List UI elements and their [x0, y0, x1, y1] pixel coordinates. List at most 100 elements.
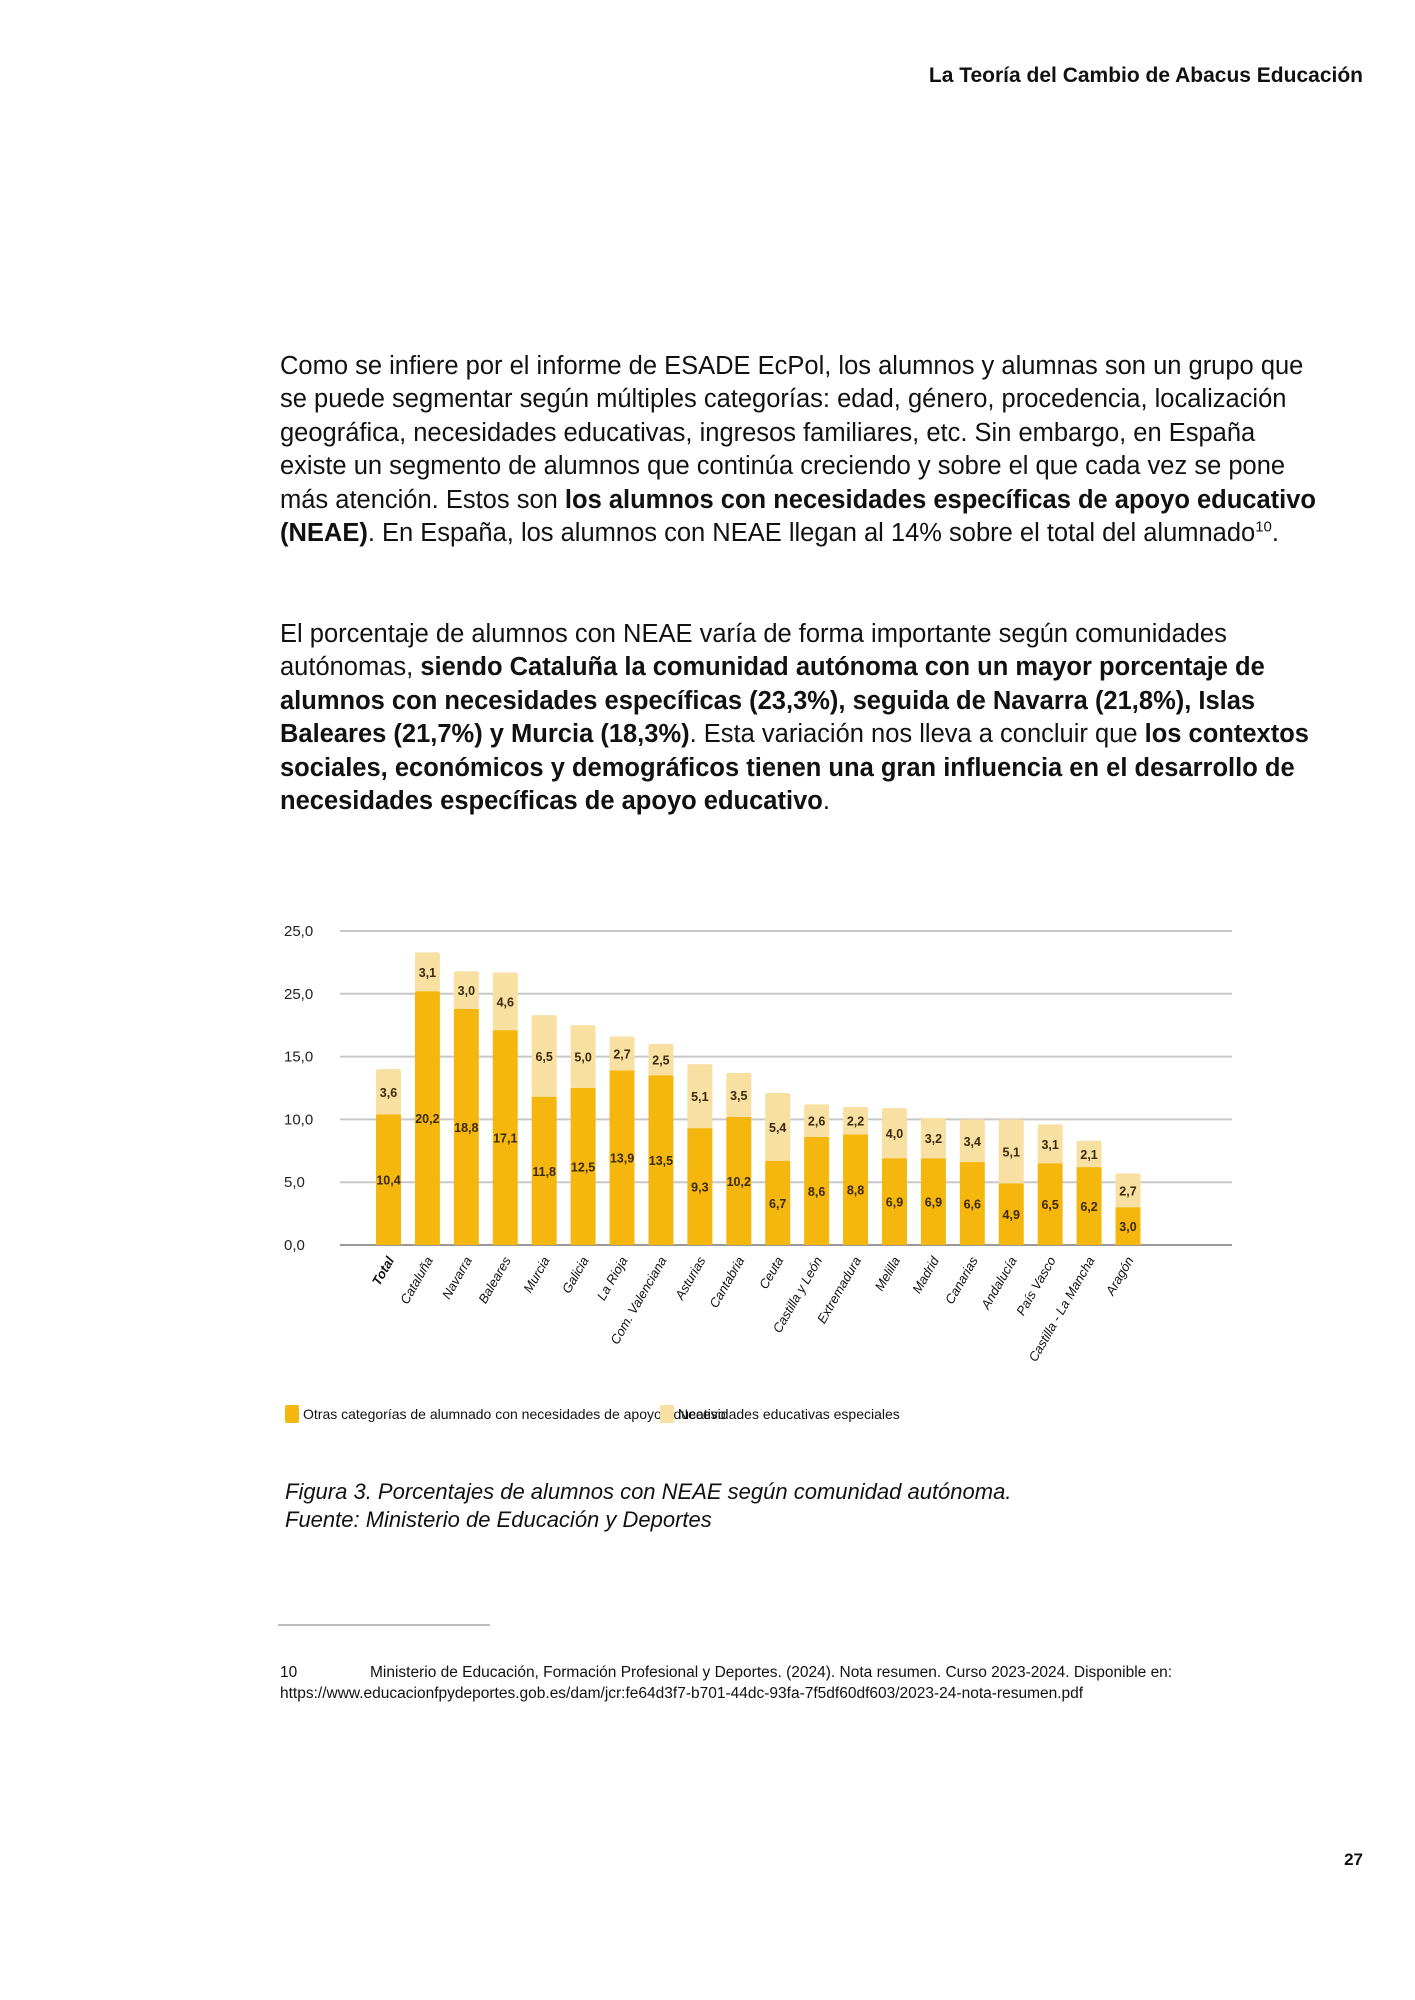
x-tick-label: Navarra [439, 1254, 475, 1302]
data-label-other: 17,1 [493, 1132, 517, 1146]
bar-segment-other [1076, 1167, 1102, 1245]
x-tick-label: Cataluña [397, 1254, 436, 1307]
x-tick-label: Asturias [671, 1254, 708, 1303]
bar-segment-nee [920, 1118, 946, 1159]
y-tick-label: 0,0 [284, 1237, 305, 1254]
data-label-nee: 3,1 [419, 966, 436, 980]
data-label-nee: 4,0 [886, 1127, 903, 1141]
data-label-other: 4,9 [1003, 1208, 1020, 1222]
x-tick-label: Melilla [872, 1254, 903, 1293]
data-label-nee: 3,6 [380, 1086, 397, 1100]
bar-segment-other [765, 1160, 791, 1245]
data-label-other: 6,5 [1041, 1198, 1058, 1212]
bar-segment-nee [453, 971, 479, 1009]
bar-segment-other [687, 1128, 713, 1245]
bar-segment-nee [843, 1106, 869, 1135]
data-label-other: 6,9 [925, 1196, 942, 1210]
bar-segment-nee [959, 1119, 985, 1163]
data-label-other: 13,9 [610, 1152, 634, 1166]
x-tick-label: Baleares [475, 1254, 514, 1306]
data-label-nee: 2,1 [1080, 1148, 1097, 1162]
data-label-other: 11,8 [532, 1165, 556, 1179]
x-tick-label: Aragón [1102, 1254, 1136, 1299]
bar-segment-other [881, 1158, 907, 1245]
data-label-other: 6,6 [964, 1198, 981, 1212]
footnote-divider [278, 1624, 490, 1626]
data-label-nee: 3,0 [458, 984, 475, 998]
bar-segment-nee [531, 1015, 557, 1097]
footnote: 10 Ministerio de Educación, Formación Pro… [280, 1662, 1172, 1704]
text: El porcentaje de alumnos con NEAE varía … [280, 620, 1227, 682]
text: . Esta variación nos lleva a concluir qu… [689, 720, 1145, 749]
bar-segment-nee [998, 1119, 1024, 1184]
bar-segment-other [492, 1030, 518, 1245]
data-label-nee: 2,5 [652, 1054, 669, 1068]
bar-segment-other [726, 1116, 752, 1245]
data-label-nee: 2,7 [1119, 1184, 1136, 1198]
bar-segment-other [570, 1088, 596, 1245]
bar-segment-nee [1076, 1140, 1102, 1168]
x-tick-label: Ceuta [756, 1254, 786, 1292]
paragraph-neae-intro: Como se infiere por el informe de ESADE … [280, 350, 1320, 550]
bar-segment-nee [570, 1025, 596, 1088]
bar-segment-other [920, 1158, 946, 1245]
x-tick-label: Galicia [559, 1254, 592, 1296]
data-label-other: 13,5 [649, 1154, 673, 1168]
data-label-other: 6,9 [886, 1196, 903, 1210]
bar-segment-other [998, 1183, 1024, 1245]
footnote-text: Ministerio de Educación, Formación Profe… [370, 1664, 1173, 1681]
data-label-nee: 3,1 [1041, 1138, 1058, 1152]
bar-segment-other [804, 1136, 830, 1245]
data-label-other: 18,8 [454, 1121, 478, 1135]
text: . [1271, 519, 1279, 548]
bar-segment-nee [765, 1093, 791, 1161]
bar-segment-other [1115, 1207, 1141, 1245]
data-label-nee: 6,5 [535, 1050, 552, 1064]
x-tick-label: Canarias [942, 1254, 981, 1307]
footnote-ref[interactable]: 10 [1255, 518, 1272, 536]
bar-segment-nee [492, 972, 518, 1031]
bar-segment-other [414, 991, 440, 1245]
data-label-nee: 5,1 [691, 1090, 708, 1104]
footnote-url[interactable]: https://www.educacionfpydeportes.gob.es/… [280, 1685, 1084, 1702]
bar-segment-nee [648, 1044, 674, 1076]
data-label-nee: 2,7 [613, 1047, 630, 1061]
caption-title: Figura 3. Porcentajes de alumnos con NEA… [285, 1479, 1012, 1504]
caption-source: Fuente: Ministerio de Educación y Deport… [285, 1507, 712, 1532]
bar-segment-nee [881, 1108, 907, 1159]
text: Como se infiere por el informe de ESADE … [280, 352, 1304, 514]
data-label-nee: 2,2 [847, 1115, 864, 1129]
bold-text: los contextos sociales, económicos y dem… [280, 720, 1309, 816]
data-label-nee: 2,6 [808, 1115, 825, 1129]
data-label-other: 6,2 [1080, 1200, 1097, 1214]
bold-text: los alumnos con necesidades específicas … [280, 485, 1317, 548]
neae-stacked-bar-chart: 0,0 5,0 10,0 15,0 25,0 25,0 10,4 3,6 Total 20,2 3,… [284, 923, 1232, 1423]
y-tick-label: 25,0 [284, 923, 313, 940]
bar-segment-other [959, 1162, 985, 1245]
footnote-number: 10 [280, 1664, 298, 1681]
bar-segment-nee [687, 1064, 713, 1129]
bar-segment-other [609, 1070, 635, 1245]
data-label-nee: 3,2 [925, 1132, 942, 1146]
text: . [822, 787, 830, 816]
bar-segment-nee [804, 1104, 830, 1137]
bar-segment-other [453, 1008, 479, 1245]
bar-segment-other [1037, 1163, 1063, 1245]
data-label-other: 20,2 [415, 1112, 439, 1126]
data-label-other: 3,0 [1119, 1220, 1136, 1234]
bar-segment-nee [376, 1069, 401, 1115]
bar-segment-other [376, 1114, 401, 1245]
x-tick-label: Total [369, 1254, 397, 1288]
legend-swatch-nee [660, 1405, 674, 1423]
figure-caption: Figura 3. Porcentajes de alumnos con NEA… [285, 1478, 1011, 1534]
legend-swatch-other [285, 1405, 299, 1423]
x-tick-label: Cantabria [706, 1254, 747, 1310]
y-tick-label: 25,0 [284, 986, 313, 1003]
page-number: 27 [1344, 1850, 1363, 1869]
data-label-nee: 3,5 [730, 1089, 747, 1103]
x-tick-label: La Rioja [594, 1254, 631, 1303]
text: . En España, los alumnos con NEAE llegan… [367, 519, 1256, 548]
data-label-nee: 5,4 [769, 1121, 786, 1135]
data-label-other: 8,8 [847, 1184, 864, 1198]
bar-segment-nee [726, 1072, 752, 1117]
